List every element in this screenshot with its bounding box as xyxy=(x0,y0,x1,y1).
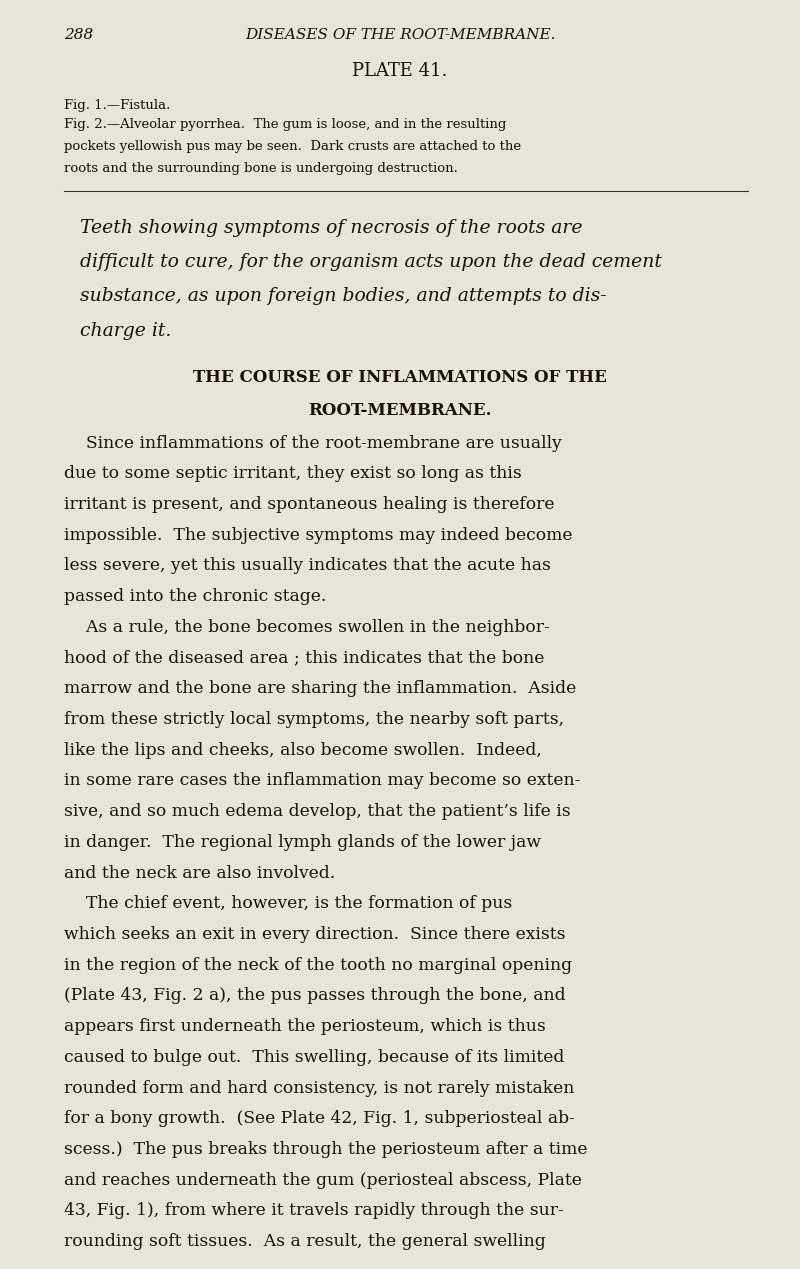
Text: for a bony growth.  (See Plate 42, Fig. 1, subperiosteal ab-: for a bony growth. (See Plate 42, Fig. 1… xyxy=(64,1110,575,1127)
Text: in some rare cases the inflammation may become so exten-: in some rare cases the inflammation may … xyxy=(64,773,580,789)
Text: which seeks an exit in every direction.  Since there exists: which seeks an exit in every direction. … xyxy=(64,926,566,943)
Text: impossible.  The subjective symptoms may indeed become: impossible. The subjective symptoms may … xyxy=(64,527,573,543)
Text: Since inflammations of the root-membrane are usually: Since inflammations of the root-membrane… xyxy=(64,434,562,452)
Text: 288: 288 xyxy=(64,28,94,42)
Text: DISEASES OF THE ROOT-MEMBRANE.: DISEASES OF THE ROOT-MEMBRANE. xyxy=(245,28,555,42)
Text: marrow and the bone are sharing the inflammation.  Aside: marrow and the bone are sharing the infl… xyxy=(64,680,576,697)
Text: Fig. 2.—Alveolar pyorrhea.  The gum is loose, and in the resulting: Fig. 2.—Alveolar pyorrhea. The gum is lo… xyxy=(64,118,506,131)
Text: appears first underneath the periosteum, which is thus: appears first underneath the periosteum,… xyxy=(64,1018,546,1036)
Text: sive, and so much edema develop, that the patient’s life is: sive, and so much edema develop, that th… xyxy=(64,803,570,820)
Text: scess.)  The pus breaks through the periosteum after a time: scess.) The pus breaks through the perio… xyxy=(64,1141,587,1157)
Text: passed into the chronic stage.: passed into the chronic stage. xyxy=(64,589,326,605)
Text: charge it.: charge it. xyxy=(80,321,171,340)
Text: like the lips and cheeks, also become swollen.  Indeed,: like the lips and cheeks, also become sw… xyxy=(64,741,542,759)
Text: less severe, yet this usually indicates that the acute has: less severe, yet this usually indicates … xyxy=(64,557,551,575)
Text: and the neck are also involved.: and the neck are also involved. xyxy=(64,864,335,882)
Text: roots and the surrounding bone is undergoing destruction.: roots and the surrounding bone is underg… xyxy=(64,162,458,175)
Text: irritant is present, and spontaneous healing is therefore: irritant is present, and spontaneous hea… xyxy=(64,496,554,513)
Text: in the region of the neck of the tooth no marginal opening: in the region of the neck of the tooth n… xyxy=(64,957,572,973)
Text: The chief event, however, is the formation of pus: The chief event, however, is the formati… xyxy=(64,896,512,912)
Text: from these strictly local symptoms, the nearby soft parts,: from these strictly local symptoms, the … xyxy=(64,711,564,728)
Text: difficult to cure, for the organism acts upon the dead cement: difficult to cure, for the organism acts… xyxy=(80,253,662,272)
Text: As a rule, the bone becomes swollen in the neighbor-: As a rule, the bone becomes swollen in t… xyxy=(64,619,550,636)
Text: hood of the diseased area ; this indicates that the bone: hood of the diseased area ; this indicat… xyxy=(64,650,544,666)
Text: and reaches underneath the gum (periosteal abscess, Plate: and reaches underneath the gum (perioste… xyxy=(64,1171,582,1189)
Text: Fig. 1.—Fistula.: Fig. 1.—Fistula. xyxy=(64,99,170,112)
Text: 43, Fig. 1), from where it travels rapidly through the sur-: 43, Fig. 1), from where it travels rapid… xyxy=(64,1203,564,1220)
Text: (Plate 43, Fig. 2 a), the pus passes through the bone, and: (Plate 43, Fig. 2 a), the pus passes thr… xyxy=(64,987,566,1004)
Text: substance, as upon foreign bodies, and attempts to dis-: substance, as upon foreign bodies, and a… xyxy=(80,287,606,306)
Text: caused to bulge out.  This swelling, because of its limited: caused to bulge out. This swelling, beca… xyxy=(64,1048,564,1066)
Text: due to some septic irritant, they exist so long as this: due to some septic irritant, they exist … xyxy=(64,466,522,482)
Text: Teeth showing symptoms of necrosis of the roots are: Teeth showing symptoms of necrosis of th… xyxy=(80,218,582,237)
Text: PLATE 41.: PLATE 41. xyxy=(352,62,448,80)
Text: ROOT-MEMBRANE.: ROOT-MEMBRANE. xyxy=(308,401,492,419)
Text: THE COURSE OF INFLAMMATIONS OF THE: THE COURSE OF INFLAMMATIONS OF THE xyxy=(193,368,607,386)
Text: rounding soft tissues.  As a result, the general swelling: rounding soft tissues. As a result, the … xyxy=(64,1233,546,1250)
Text: pockets yellowish pus may be seen.  Dark crusts are attached to the: pockets yellowish pus may be seen. Dark … xyxy=(64,140,521,154)
Text: rounded form and hard consistency, is not rarely mistaken: rounded form and hard consistency, is no… xyxy=(64,1080,574,1096)
Text: in danger.  The regional lymph glands of the lower jaw: in danger. The regional lymph glands of … xyxy=(64,834,541,850)
